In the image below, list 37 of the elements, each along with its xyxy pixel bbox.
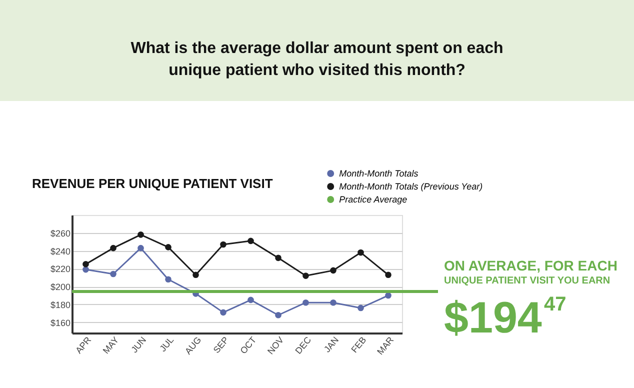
y-tick-label: $240 (50, 246, 70, 256)
y-tick-label: $260 (50, 228, 70, 238)
text: UNIQUE PATIENT VISIT YOU EARN (444, 275, 610, 286)
point (275, 312, 282, 318)
point (165, 276, 172, 283)
x-tick-label: JUL (158, 334, 176, 354)
point (192, 272, 199, 278)
point (385, 292, 392, 299)
legend-label: Month-Month Totals (Previous Year) (339, 182, 483, 192)
y-tick-label: $160 (50, 318, 70, 328)
point (330, 267, 336, 274)
point (110, 244, 116, 252)
y-tick-label: $200 (50, 282, 70, 292)
point (358, 249, 364, 256)
point (220, 241, 226, 248)
point (82, 266, 89, 273)
chart-title: What is the average dollar amount spent on each unique patient who visited this month? (130, 40, 504, 79)
point (302, 299, 309, 306)
text: ON AVERAGE, FOR EACH (444, 257, 618, 274)
point (330, 299, 336, 306)
point (138, 244, 144, 252)
point (358, 304, 364, 312)
point (110, 270, 116, 278)
point (220, 309, 226, 316)
point (138, 232, 144, 238)
point (165, 244, 172, 250)
point (385, 272, 392, 278)
point (275, 254, 282, 262)
y-tick-label: $220 (50, 264, 70, 274)
chart-subtitle: REVENUE PER UNIQUE PATIENT VISIT (32, 176, 273, 191)
point (248, 238, 254, 244)
legend-label: Practice Average (339, 194, 408, 204)
point (248, 296, 254, 304)
point (302, 272, 309, 279)
point (82, 261, 89, 268)
y-tick-label: $180 (50, 300, 70, 310)
legend-label: Month-Month Totals (339, 168, 419, 178)
